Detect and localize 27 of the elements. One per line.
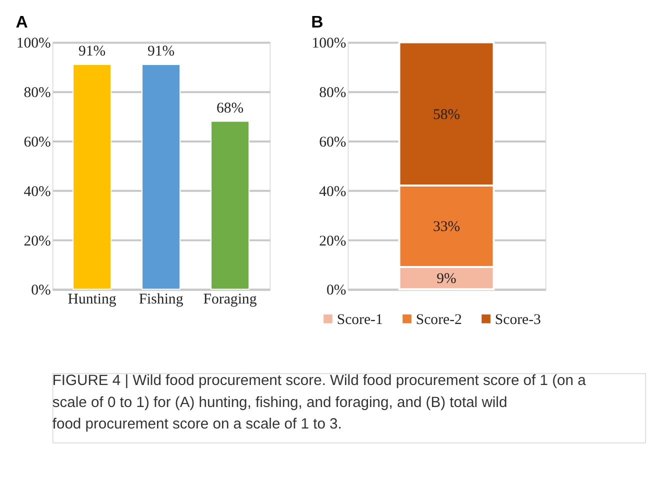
y-tick-label: 100% xyxy=(312,36,346,52)
y-tick-label: 0% xyxy=(31,282,51,299)
data-label: 58% xyxy=(432,106,460,123)
data-label: 9% xyxy=(436,271,456,288)
x-tick-label: Foraging xyxy=(203,292,258,308)
legend-label: Score-2 xyxy=(416,312,462,328)
legend-label: Score-3 xyxy=(494,312,541,328)
chart-title: B xyxy=(311,12,324,32)
legend-label: Score-1 xyxy=(336,312,383,328)
x-tick-label: Hunting xyxy=(68,292,117,308)
y-tick-label: 0% xyxy=(326,282,346,299)
y-tick-label: 60% xyxy=(319,134,346,150)
y-tick-label: 60% xyxy=(24,134,51,150)
y-tick-label: 20% xyxy=(319,233,346,250)
y-tick-label: 100% xyxy=(16,36,51,52)
x-tick-label: Fishing xyxy=(138,292,184,308)
chart-title: A xyxy=(16,12,28,32)
data-label: 33% xyxy=(432,219,460,236)
data-label: 91% xyxy=(147,44,175,60)
data-label: 68% xyxy=(216,100,244,116)
y-tick-label: 40% xyxy=(319,184,346,200)
caption: FIGURE 4 | Wild food procurement score. Wild food procurement score of 1 (on a scale of 0 to 1) for (A) hunting, fishing, and foraging, and (B) total wild food procurement score on a scale of 1 to 3. xyxy=(52,373,587,433)
y-tick-label: 20% xyxy=(24,233,51,250)
y-tick-label: 80% xyxy=(319,85,346,102)
y-tick-label: 40% xyxy=(24,184,51,200)
data-label: 91% xyxy=(78,44,106,60)
y-tick-label: 80% xyxy=(24,85,51,102)
